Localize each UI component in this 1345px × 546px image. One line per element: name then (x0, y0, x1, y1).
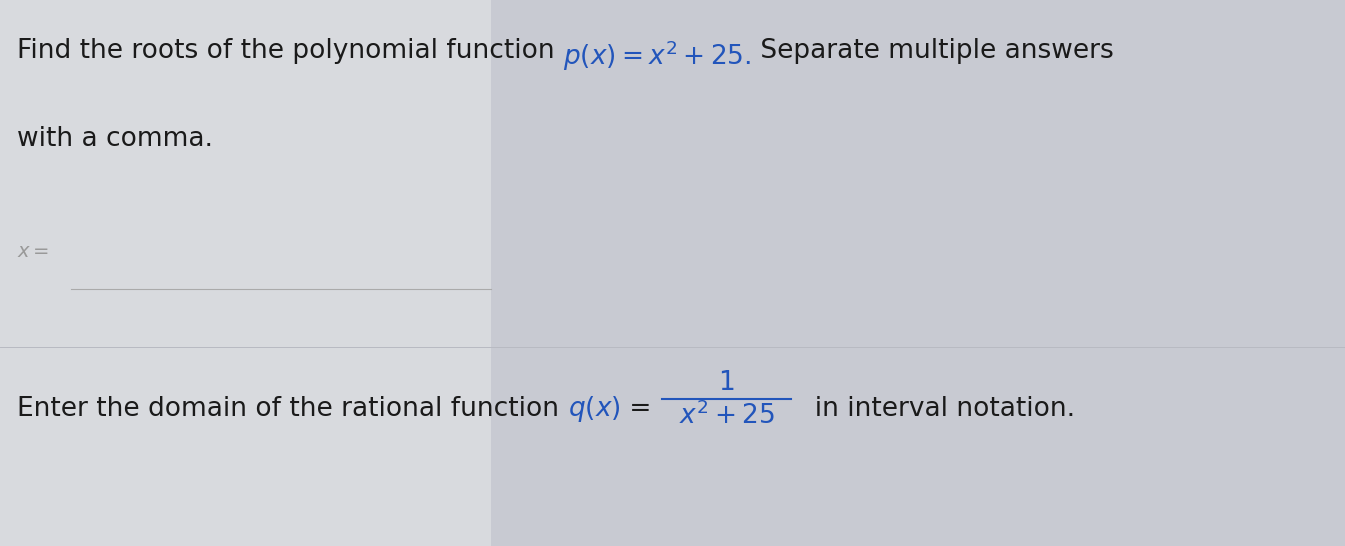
Bar (491, 0, 1345, 546)
Text: $p(x) = x^2 + 25.$: $p(x) = x^2 + 25.$ (564, 38, 752, 73)
Text: $q(x)$: $q(x)$ (568, 395, 620, 424)
Text: Separate multiple answers: Separate multiple answers (752, 38, 1114, 64)
Text: $x^2 + 25$: $x^2 + 25$ (679, 401, 775, 430)
Text: 1: 1 (718, 370, 734, 396)
Text: Enter the domain of the rational function: Enter the domain of the rational functio… (17, 396, 568, 423)
Text: in interval notation.: in interval notation. (798, 396, 1075, 423)
Text: $x =$: $x =$ (17, 242, 50, 260)
Bar (0, 0, 491, 546)
Text: =: = (620, 396, 659, 423)
Text: Find the roots of the polynomial function: Find the roots of the polynomial functio… (17, 38, 564, 64)
Text: with a comma.: with a comma. (17, 126, 214, 152)
